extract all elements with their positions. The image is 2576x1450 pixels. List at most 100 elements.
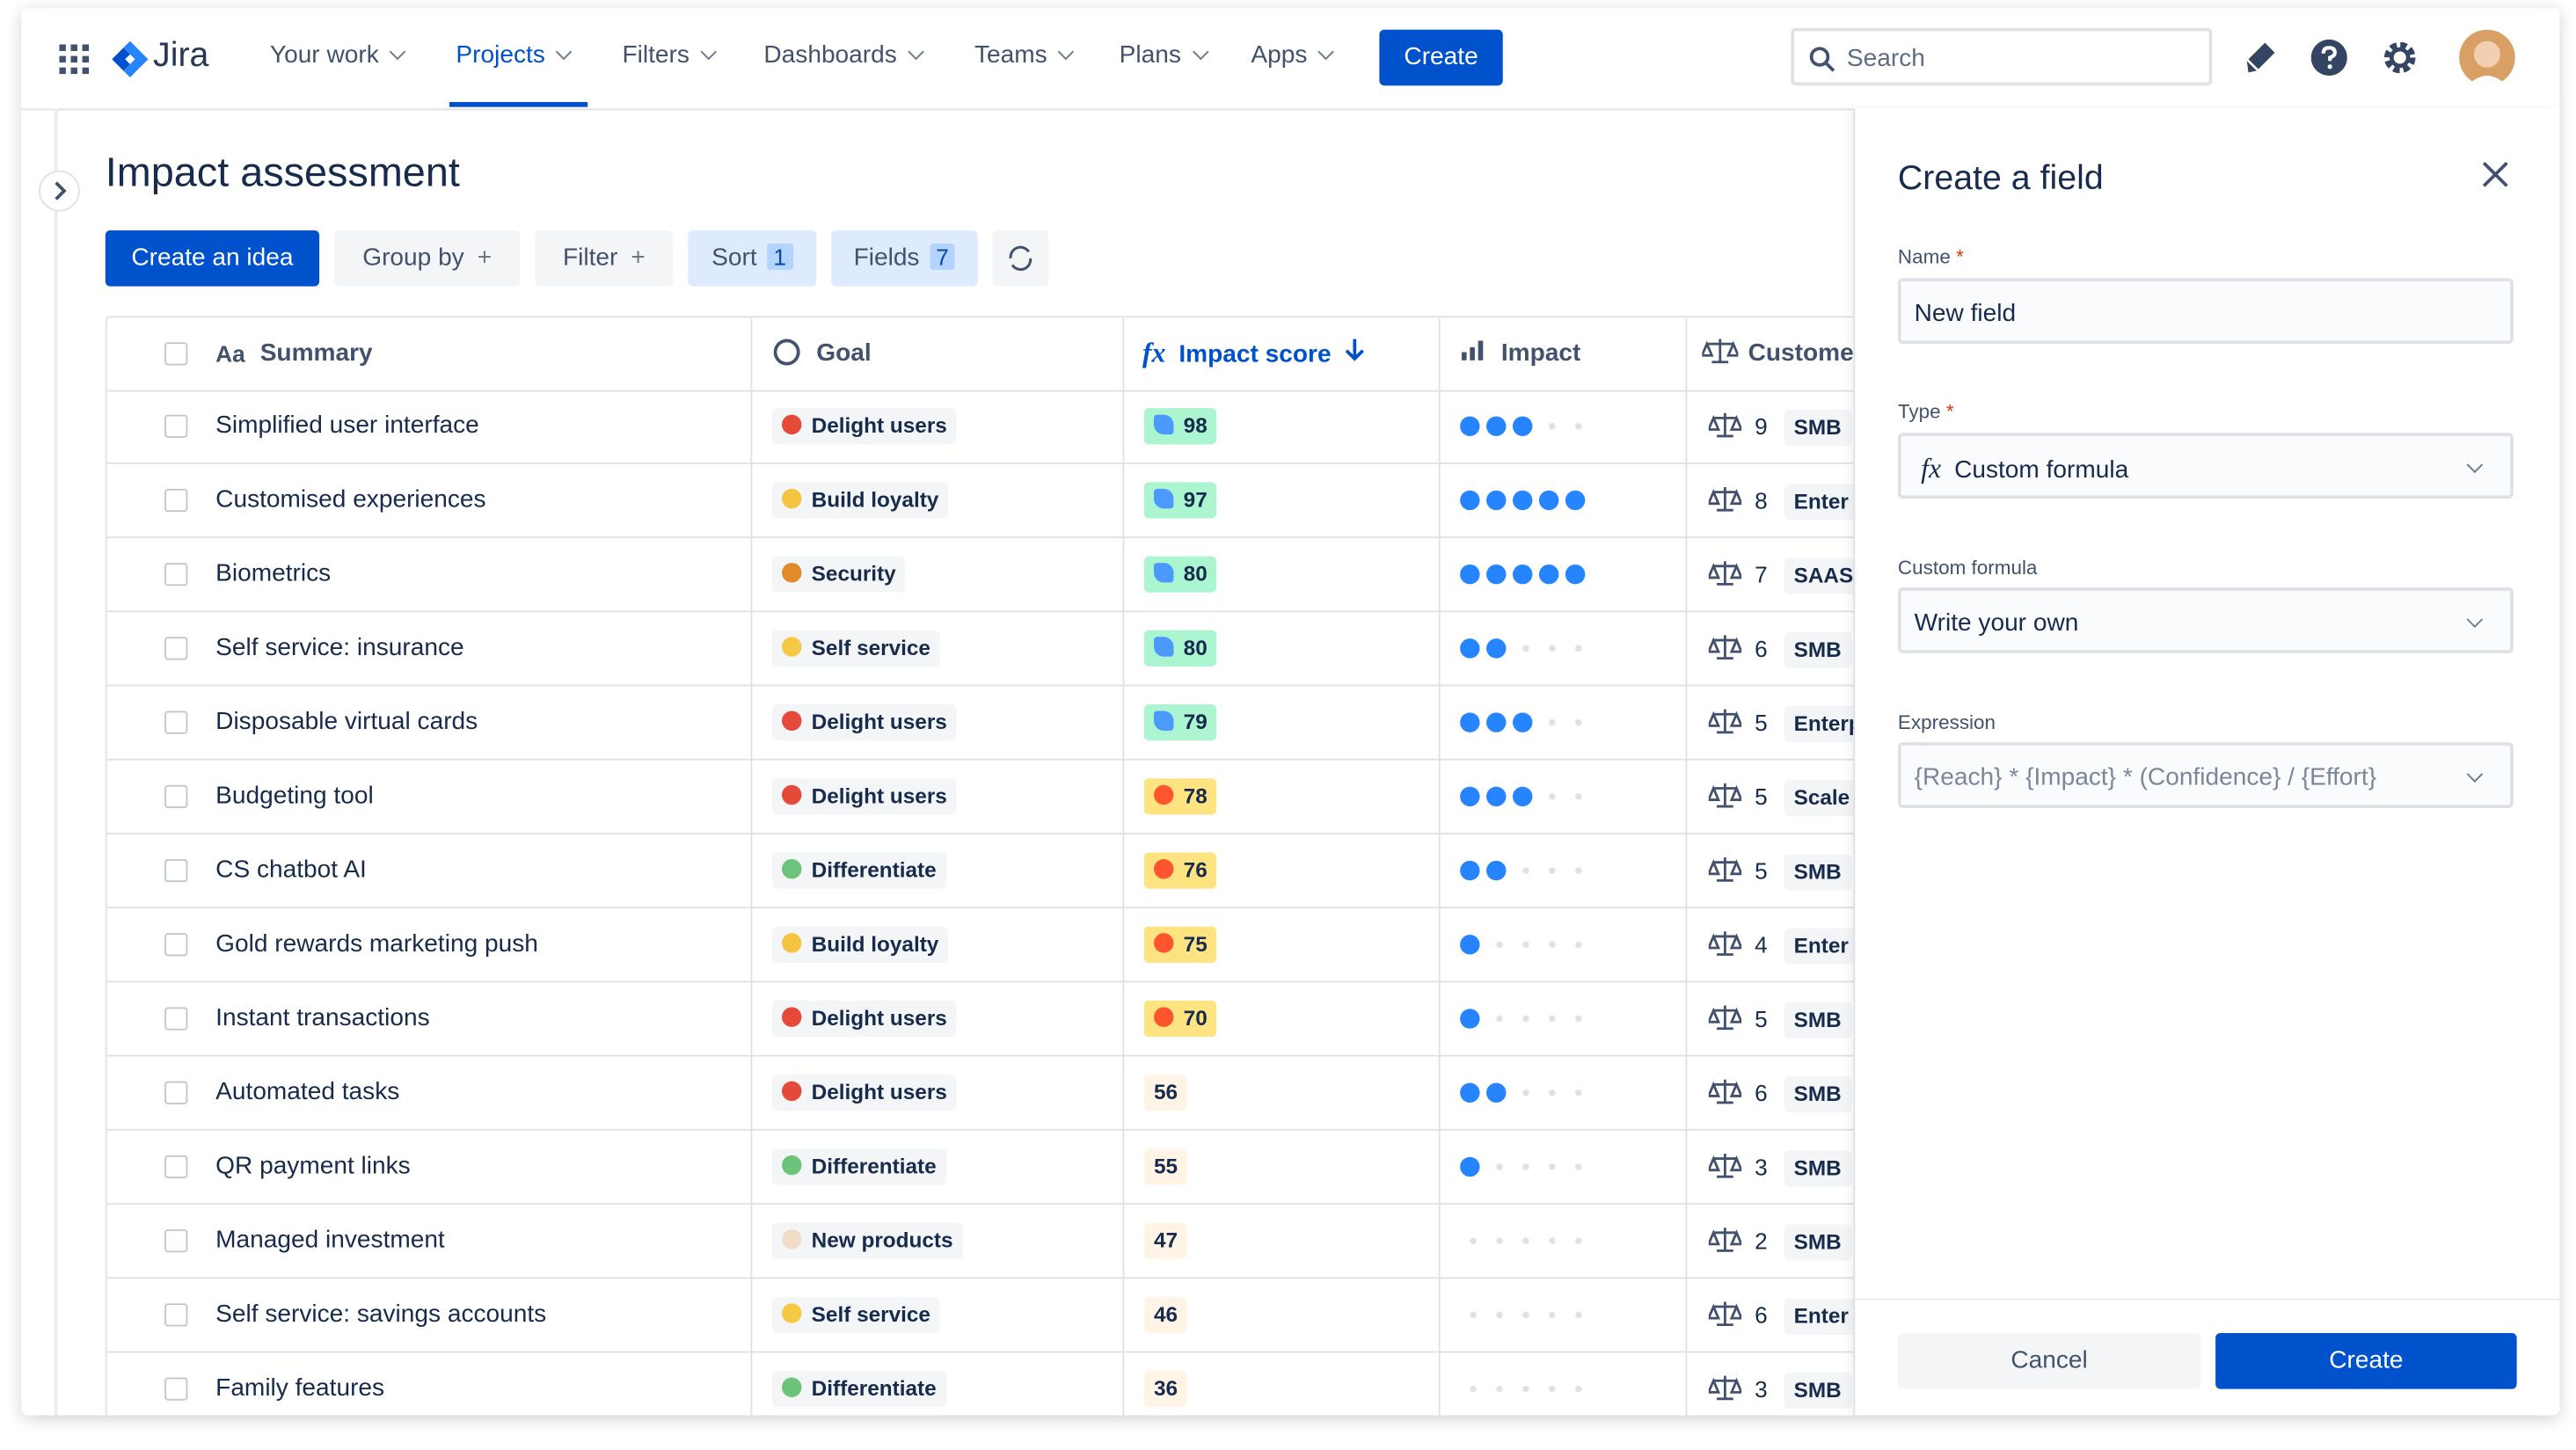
checkbox[interactable] [164, 1377, 188, 1401]
chevron [908, 43, 924, 61]
empty-dot [1575, 941, 1582, 949]
checkbox[interactable] [164, 414, 188, 438]
required-mark: * [1945, 399, 1954, 423]
segment: Enter [1784, 928, 1856, 965]
checkbox[interactable] [164, 488, 188, 513]
create-button[interactable]: Create [1379, 29, 1503, 86]
empty-dot [1575, 1311, 1582, 1319]
create-idea-button[interactable]: Create an idea [105, 230, 320, 287]
summary[interactable]: Disposable virtual cards [215, 707, 478, 736]
score-lozenge: 78 [1143, 778, 1217, 815]
impact-dot [1486, 712, 1507, 732]
auto-button[interactable] [992, 230, 1049, 287]
nav-item[interactable]: Teams [974, 41, 1075, 69]
goal-name: Differentiate [811, 1153, 937, 1179]
column-divider [1685, 317, 1688, 1416]
summary[interactable]: Budgeting tool [215, 781, 374, 810]
summary[interactable]: CS chatbot AI [215, 856, 367, 885]
name-input[interactable]: New field [1897, 278, 2514, 345]
summary[interactable]: Self service: insurance [215, 633, 464, 662]
summary[interactable]: Family features [215, 1373, 385, 1403]
nav-item[interactable]: Your work [270, 41, 406, 69]
avatar[interactable] [2459, 29, 2515, 86]
fields-button[interactable]: Fields 7 [831, 230, 978, 287]
nav-item[interactable]: Projects [456, 41, 573, 69]
product-name[interactable]: Jira [153, 36, 209, 75]
jira-logo[interactable] [112, 40, 149, 77]
goal-cell: Delight users [771, 686, 958, 758]
impact-dots [1460, 908, 1592, 980]
checkbox[interactable] [164, 563, 188, 587]
summary[interactable]: Instant transactions [215, 1003, 430, 1032]
goal-icon [781, 858, 802, 879]
summary[interactable]: Managed investment [215, 1226, 445, 1255]
goal-name: Differentiate [811, 857, 937, 883]
formula-select[interactable]: Write your own [1897, 587, 2514, 654]
checkbox[interactable] [164, 1007, 188, 1031]
nav-item[interactable]: Filters [622, 41, 717, 69]
goal-lozenge: Delight users [771, 704, 958, 741]
summary[interactable]: Self service: savings accounts [215, 1300, 547, 1329]
summary[interactable]: Customised experiences [215, 485, 486, 514]
column-header[interactable]: Summary [259, 339, 373, 368]
filter-button[interactable]: Filter + [535, 230, 674, 287]
summary[interactable]: Biometrics [215, 559, 332, 588]
customer-cell: 5 SMB [1708, 834, 1851, 907]
checkbox[interactable] [164, 710, 188, 734]
expand-sidebar[interactable] [38, 170, 81, 213]
help[interactable] [2310, 39, 2347, 77]
impact-dot [1538, 490, 1559, 511]
table-row: Managed investment New products 47 2 SMB [106, 1205, 1856, 1279]
notifications[interactable] [2242, 40, 2278, 76]
type-select[interactable]: fx Custom formula [1897, 433, 2514, 499]
impact-dot [1460, 1009, 1480, 1029]
score-cell: 98 [1143, 390, 1217, 463]
checkbox[interactable] [164, 784, 188, 808]
fields-count: 7 [929, 243, 956, 270]
footer-divider [1855, 1298, 2560, 1301]
summary[interactable]: QR payment links [215, 1152, 411, 1180]
checkbox[interactable] [164, 1081, 188, 1104]
summary[interactable]: Gold rewards marketing push [215, 929, 538, 958]
empty-dot [1575, 718, 1582, 726]
expression-input[interactable]: {Reach} * {Impact} * (Confidence} / {Eff… [1897, 742, 2514, 808]
column-header[interactable]: fx Impact score [1142, 317, 1364, 390]
settings[interactable] [2382, 40, 2418, 76]
customer-count: 9 [1755, 412, 1768, 440]
column-header[interactable]: Custome [1702, 317, 1854, 390]
nav-item[interactable]: Apps [1251, 41, 1335, 69]
column-header[interactable]: Impact [1461, 317, 1580, 390]
empty-dot [1470, 1385, 1477, 1393]
score-cell: 47 [1143, 1205, 1188, 1277]
score-lozenge: 76 [1143, 852, 1217, 889]
checkbox[interactable] [164, 1303, 188, 1327]
goal-name: Differentiate [811, 1375, 937, 1401]
app-switcher[interactable] [59, 44, 90, 75]
segment: SAAS [1784, 557, 1856, 594]
checkbox[interactable] [164, 858, 188, 883]
cancel-button[interactable]: Cancel [1897, 1332, 2201, 1389]
customer-count: 5 [1755, 857, 1768, 885]
search-box[interactable]: Search [1791, 27, 2213, 86]
checkbox[interactable] [164, 1155, 188, 1179]
checkbox[interactable] [164, 637, 188, 660]
summary[interactable]: Simplified user interface [215, 411, 479, 440]
sort-button[interactable]: Sort 1 [688, 230, 817, 287]
group-by-button[interactable]: Group by + [333, 230, 521, 287]
customer-count: 3 [1755, 1375, 1768, 1403]
table-row: Family features Differentiate 36 3 SMB [107, 1352, 1856, 1415]
create-field-button[interactable]: Create [2215, 1332, 2517, 1389]
checkbox[interactable] [164, 342, 188, 366]
nav-item[interactable]: Dashboards [763, 41, 924, 69]
summary[interactable]: Automated tasks [215, 1077, 400, 1106]
empty-dot [1549, 1089, 1556, 1097]
impact-dot [1460, 565, 1480, 585]
checkbox[interactable] [164, 1229, 188, 1253]
column-header[interactable]: Goal [773, 317, 872, 390]
empty-dot [1575, 793, 1582, 800]
close-button[interactable] [2482, 161, 2508, 187]
checkbox[interactable] [164, 933, 188, 957]
goal-cell: New products [771, 1205, 963, 1277]
nav-item[interactable]: Plans [1120, 41, 1208, 69]
goal-icon [781, 1155, 802, 1176]
